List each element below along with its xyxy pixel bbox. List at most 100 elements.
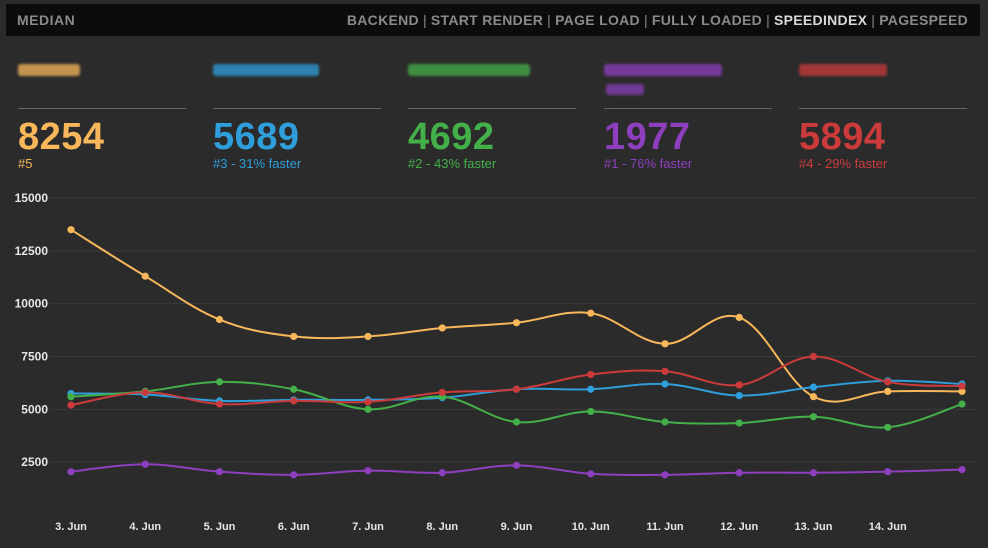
data-point-site-4 [141, 388, 149, 397]
data-point-site-2 [364, 405, 372, 413]
data-point-site-1 [958, 465, 966, 474]
data-point-site-1 [884, 468, 892, 476]
data-point-site-5 [958, 387, 966, 395]
divider [604, 108, 772, 109]
stat-value: 5689 [213, 116, 300, 158]
data-point-site-4 [215, 400, 224, 408]
stat-card: 5689 #3 - 31% faster [213, 56, 383, 171]
y-tick-label: 15000 [15, 191, 49, 205]
data-point-site-5 [364, 332, 372, 341]
x-tick-label: 7. Jun [352, 521, 384, 533]
stat-rank: #3 - 31% faster [213, 156, 302, 171]
data-point-site-4 [735, 381, 743, 389]
data-point-site-4 [958, 382, 966, 390]
divider [408, 108, 576, 109]
data-point-site-5 [661, 340, 669, 348]
stat-rank: #1 - 76% faster [604, 156, 693, 171]
y-tick-label: 2500 [21, 455, 48, 469]
series-line-site-4 [70, 355, 963, 407]
data-point-site-5 [438, 324, 446, 332]
data-point-site-3 [661, 380, 669, 388]
divider [213, 108, 381, 109]
data-point-site-5 [67, 226, 75, 234]
stat-value: 8254 [18, 116, 105, 158]
x-tick-label: 4. Jun [129, 521, 161, 533]
y-tick-label: 7500 [21, 350, 48, 364]
data-point-site-5 [215, 315, 224, 324]
data-point-site-4 [290, 397, 298, 405]
header-bar: MEDIAN BACKEND | START RENDER | PAGE LOAD | FU… [6, 4, 980, 36]
nav-pagespeed[interactable]: PAGESPEED [879, 12, 968, 28]
data-point-site-2 [67, 393, 75, 401]
data-point-site-4 [587, 370, 595, 379]
data-point-site-2 [290, 385, 298, 393]
x-tick-label: 9. Jun [501, 521, 533, 533]
data-point-site-2 [512, 418, 521, 426]
x-tick-label: 14. Jun [869, 521, 907, 533]
stat-value: 5894 [799, 116, 886, 158]
stat-card: 4692 #2 - 43% faster [408, 56, 578, 171]
x-tick-label: 5. Jun [204, 521, 236, 533]
nav-start-render[interactable]: START RENDER [430, 12, 544, 28]
site-name-blurred [408, 56, 578, 96]
x-tick-label: 10. Jun [572, 521, 610, 533]
data-point-site-1 [512, 461, 521, 469]
stat-rank: #2 - 43% faster [408, 156, 497, 171]
data-point-site-2 [958, 400, 966, 408]
data-point-site-1 [141, 460, 149, 468]
stat-rank: #4 - 29% faster [799, 156, 888, 171]
y-tick-label: 5000 [21, 402, 48, 416]
x-tick-label: 12. Jun [720, 521, 758, 533]
data-point-site-1 [735, 469, 743, 477]
data-point-site-1 [809, 469, 818, 477]
data-point-site-1 [587, 470, 595, 478]
stat-value: 1977 [604, 116, 691, 158]
data-point-site-2 [215, 378, 224, 386]
data-point-site-2 [587, 407, 595, 416]
data-point-site-1 [438, 469, 446, 477]
data-point-site-4 [512, 385, 521, 393]
data-point-site-1 [290, 471, 298, 479]
x-tick-label: 11. Jun [646, 521, 684, 533]
nav-page-load[interactable]: PAGE LOAD [555, 12, 640, 28]
x-tick-label: 13. Jun [795, 521, 833, 533]
data-point-site-1 [215, 468, 224, 476]
stat-card: 5894 #4 - 29% faster [799, 56, 969, 171]
data-point-site-2 [735, 419, 743, 427]
data-point-site-4 [884, 378, 892, 386]
data-point-site-5 [809, 393, 818, 401]
data-point-site-4 [67, 401, 75, 409]
data-point-site-2 [809, 413, 818, 421]
series-line-site-5 [70, 228, 963, 403]
speedindex-line-chart: 2500 5000 7500 10000 12500 15000 3. Jun 4. Jun 5… [15, 191, 976, 533]
data-point-site-5 [290, 332, 298, 341]
data-point-site-5 [141, 272, 149, 280]
data-point-site-1 [364, 467, 372, 475]
x-tick-label: 3. Jun [55, 521, 87, 533]
stat-card: 1977 #1 - 76% faster [604, 56, 774, 171]
nav-fully-loaded[interactable]: FULLY LOADED [651, 12, 763, 28]
data-point-site-5 [735, 313, 743, 322]
x-tick-label: 8. Jun [426, 521, 458, 533]
y-tick-label: 10000 [15, 297, 49, 311]
stat-card: 8254 #5 [18, 56, 188, 171]
site-name-blurred [18, 56, 188, 96]
data-point-site-1 [67, 468, 75, 476]
divider [18, 108, 186, 109]
data-point-site-1 [661, 471, 669, 479]
nav-backend[interactable]: BACKEND [346, 12, 419, 28]
site-name-blurred [604, 56, 774, 96]
site-name-blurred [213, 56, 383, 96]
data-point-site-2 [884, 423, 892, 431]
x-tick-label: 6. Jun [278, 521, 310, 533]
data-point-site-3 [735, 391, 743, 400]
data-point-site-5 [884, 387, 892, 395]
data-point-site-3 [809, 383, 818, 391]
data-point-site-4 [438, 388, 446, 397]
data-point-site-3 [587, 385, 595, 393]
nav-speedindex[interactable]: SPEEDINDEX [774, 12, 868, 28]
data-point-site-5 [587, 309, 595, 317]
data-point-site-4 [661, 367, 669, 375]
site-name-blurred [799, 56, 969, 96]
data-point-site-4 [809, 352, 818, 361]
